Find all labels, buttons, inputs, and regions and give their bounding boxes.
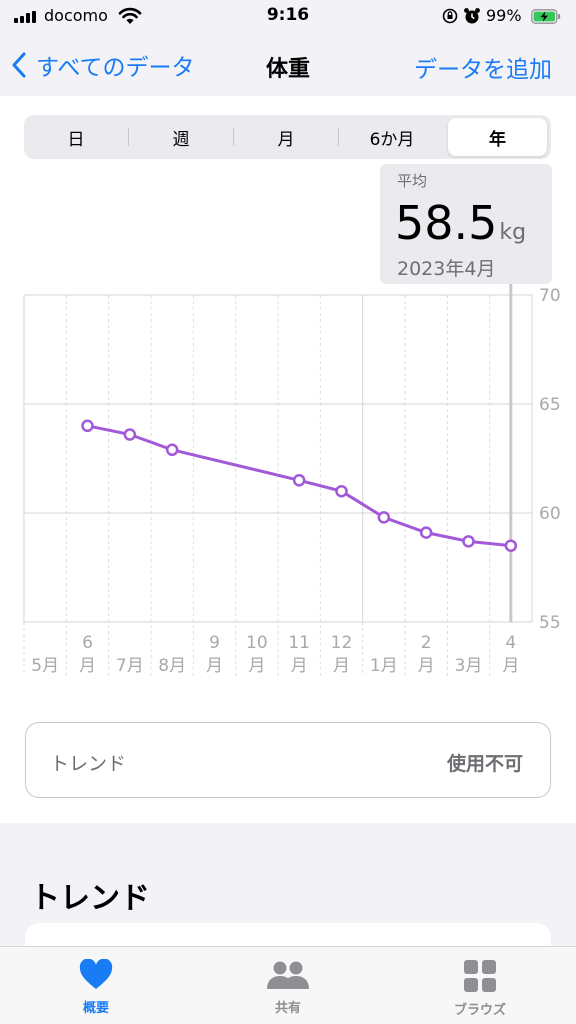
average-value: 58.5 xyxy=(395,196,498,250)
carrier-name: docomo xyxy=(44,6,108,25)
page-title: 体重 xyxy=(265,57,310,82)
x-axis-tick-label: 月 xyxy=(248,656,265,676)
segment-month[interactable]: 月 xyxy=(277,129,295,150)
y-axis-tick-label: 65 xyxy=(539,395,561,415)
data-point[interactable] xyxy=(504,539,518,552)
back-button[interactable]: すべてのデータ xyxy=(12,48,194,82)
tab-browse[interactable]: ブラウズ xyxy=(420,959,540,1018)
x-axis-tick-label: 3月 xyxy=(455,656,483,676)
tab-browse-label: ブラウズ xyxy=(453,1003,506,1018)
data-point[interactable] xyxy=(165,443,179,457)
x-axis-tick-label: 月 xyxy=(79,656,96,676)
tab-sharing[interactable]: 共有 xyxy=(228,959,348,1016)
segment-year[interactable]: 年 xyxy=(448,118,547,156)
heart-icon xyxy=(79,959,113,989)
status-time: 9:16 xyxy=(266,5,310,25)
tab-summary[interactable]: 概要 xyxy=(36,959,156,1016)
tab-sharing-label: 共有 xyxy=(274,1001,301,1016)
x-axis-tick-label: 月 xyxy=(333,656,350,676)
back-button-label: すべてのデータ xyxy=(36,55,195,81)
trend-label: トレンド xyxy=(50,753,127,775)
trend-status: 使用不可 xyxy=(446,753,523,775)
battery-charging-icon xyxy=(531,9,561,24)
data-point[interactable] xyxy=(377,511,391,524)
orientation-lock-icon xyxy=(442,8,458,24)
segment-6-months[interactable]: 6か月 xyxy=(369,129,415,150)
y-axis-tick-label: 60 xyxy=(539,504,561,524)
x-axis-tick-label: 月 xyxy=(418,656,435,676)
callout-date: 2023年4月 xyxy=(397,258,496,280)
selection-callout: 平均 58.5kg 2023年4月 xyxy=(380,164,552,284)
chevron-left-icon xyxy=(12,52,26,78)
status-bar: docomo 9:16 99% xyxy=(0,0,576,34)
data-point[interactable] xyxy=(462,535,475,548)
unit-label: kg xyxy=(499,220,527,245)
x-axis-tick-label-top: 4 xyxy=(505,633,516,653)
wifi-icon xyxy=(118,7,142,24)
y-axis-tick-label: 70 xyxy=(539,286,561,306)
navigation-bar: すべてのデータ 体重 データを追加 xyxy=(0,34,576,96)
data-point[interactable] xyxy=(123,428,137,441)
x-axis-tick-label: 8月 xyxy=(158,656,186,676)
segment-week[interactable]: 週 xyxy=(172,129,190,150)
x-axis-tick-label-top: 10 xyxy=(246,633,268,653)
weight-series-line xyxy=(87,424,511,548)
x-axis-tick-label: 5月 xyxy=(31,656,59,676)
grid-icon xyxy=(464,960,496,992)
callout-label: 平均 xyxy=(397,172,428,190)
signal-icon xyxy=(14,11,40,23)
data-point[interactable] xyxy=(419,526,433,539)
x-axis-tick-label-top: 11 xyxy=(288,633,310,653)
battery-percent: 99% xyxy=(486,6,522,25)
x-axis-tick-label: 7月 xyxy=(116,656,144,676)
data-point[interactable] xyxy=(292,474,306,487)
x-axis-tick-label-top: 12 xyxy=(331,633,353,653)
x-axis-tick-label-top: 2 xyxy=(421,633,432,653)
weight-chart[interactable]: 70 65 60 55 5月 6 月 7月 8月 9 月 10 月 11 月 12 月 1月 2 月 3月 4 月 xyxy=(0,0,576,700)
x-axis-tick-label: 月 xyxy=(291,656,308,676)
data-point[interactable] xyxy=(335,484,348,498)
callout-value: 58.5kg xyxy=(395,196,526,250)
alarm-icon xyxy=(464,8,480,24)
x-axis-tick-label-top: 6 xyxy=(82,633,93,653)
time-range-segmented-control: 日 週 月 6か月 年 xyxy=(24,115,551,159)
x-axis-tick-label: 月 xyxy=(206,656,223,676)
x-axis-tick-label: 月 xyxy=(502,656,519,676)
data-point[interactable] xyxy=(81,419,94,433)
segment-day[interactable]: 日 xyxy=(67,129,85,150)
people-icon xyxy=(267,961,309,989)
x-axis-tick-label: 1月 xyxy=(370,656,398,676)
tab-summary-label: 概要 xyxy=(82,1001,109,1016)
tab-bar: 概要 共有 ブラウズ xyxy=(0,946,576,1024)
trend-card[interactable]: トレンド 使用不可 xyxy=(25,722,551,798)
section-title: トレンド xyxy=(30,881,150,916)
x-axis-tick-label-top: 9 xyxy=(209,633,220,653)
y-axis-tick-label: 55 xyxy=(539,613,561,633)
add-data-button[interactable]: データを追加 xyxy=(414,57,552,83)
